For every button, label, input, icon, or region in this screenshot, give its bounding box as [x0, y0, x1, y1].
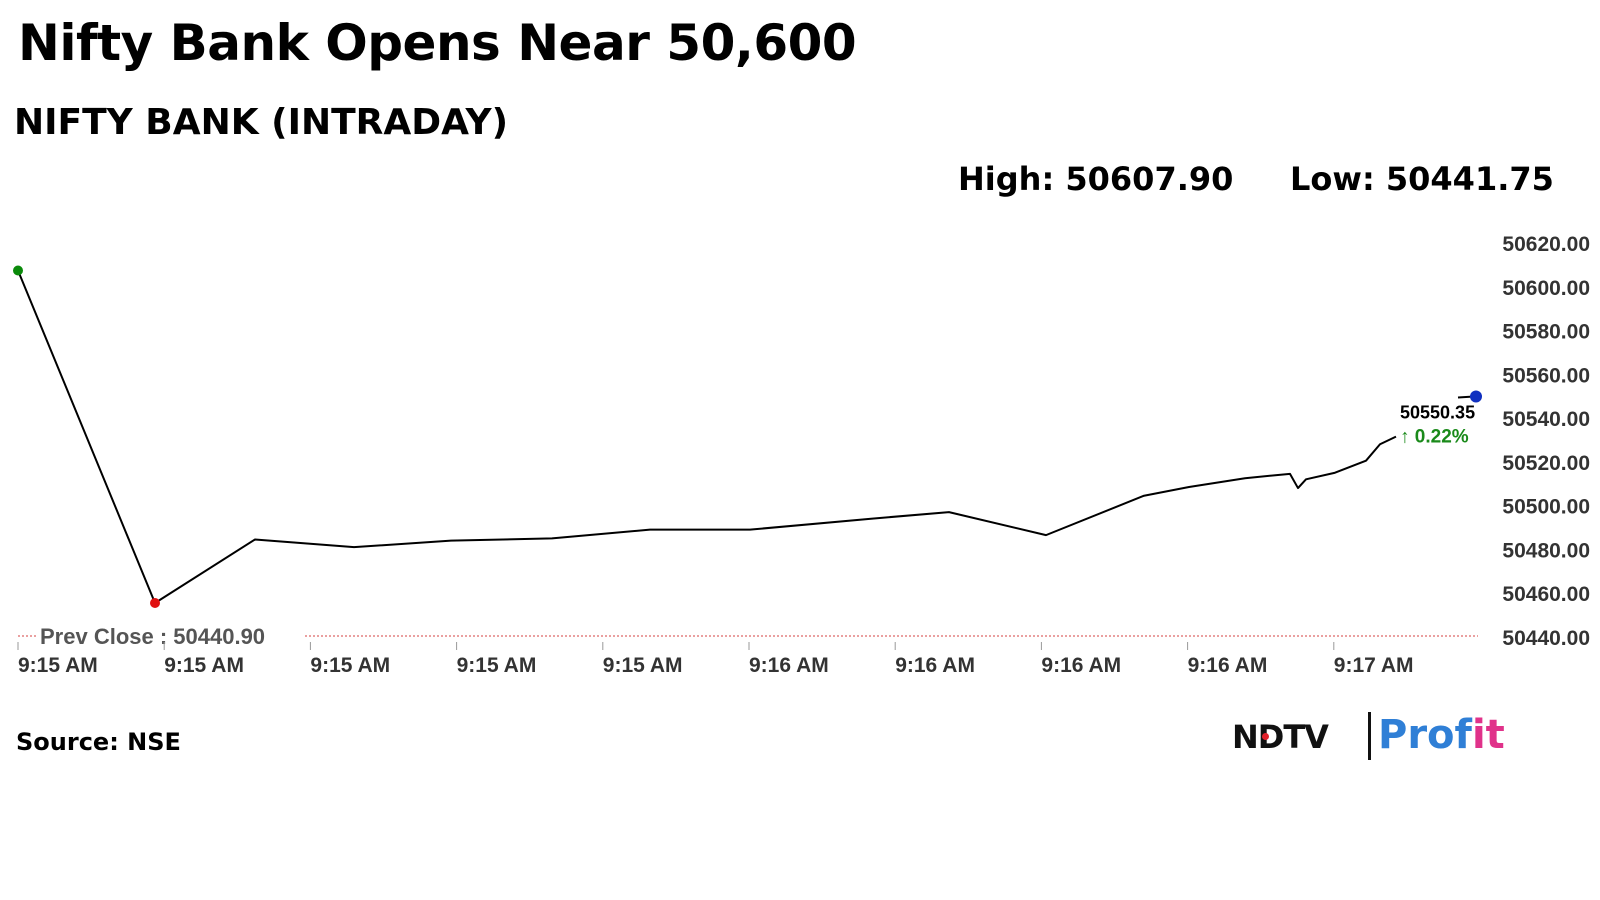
y-tick-label: 50440.00	[1502, 627, 1590, 650]
last-change-label: ↑ 0.22%	[1400, 426, 1469, 447]
intraday-line-chart: 50620.00 50600.00 50580.00 50560.00 50540.00…	[13, 233, 1590, 677]
x-tick-label: 9:15 AM	[457, 654, 537, 677]
source-note: Source: NSE	[16, 728, 181, 756]
y-tick-label: 50620.00	[1502, 233, 1590, 256]
x-tick-label: 9:15 AM	[18, 654, 98, 677]
low-marker	[150, 597, 160, 608]
logo-red-dot	[1262, 733, 1269, 740]
x-tick-label: 9:16 AM	[1041, 654, 1121, 677]
series-line	[17, 270, 1397, 604]
x-tick-label: 9:16 AM	[749, 654, 829, 677]
y-tick-label: 50540.00	[1502, 408, 1590, 431]
logo-divider	[1368, 712, 1371, 760]
x-tick-label: 9:16 AM	[895, 654, 975, 677]
ndtv-wordmark: NDTV	[1232, 718, 1329, 756]
y-tick-label: 50520.00	[1502, 452, 1590, 475]
profit-wordmark: Profit	[1378, 712, 1505, 758]
y-tick-label: 50600.00	[1502, 277, 1590, 300]
headline: Nifty Bank Opens Near 50,600	[18, 14, 857, 72]
x-tick-label: 9:16 AM	[1188, 654, 1268, 677]
last-value-label: 50550.35	[1400, 402, 1475, 422]
high-marker	[13, 265, 23, 276]
y-tick-label: 50480.00	[1502, 539, 1590, 562]
y-tick-label: 50500.00	[1502, 496, 1590, 519]
prev-close-label: Prev Close : 50440.90	[40, 624, 265, 649]
x-tick-label: 9:15 AM	[603, 654, 683, 677]
x-tick-label: 9:15 AM	[310, 654, 390, 677]
high-stat: High: 50607.90	[958, 160, 1234, 198]
chart-subtitle: NIFTY BANK (INTRADAY)	[14, 102, 509, 143]
last-value-marker	[1470, 390, 1482, 403]
y-tick-label: 50560.00	[1502, 364, 1590, 387]
y-tick-label: 50460.00	[1502, 583, 1590, 606]
x-tick-label: 9:17 AM	[1334, 654, 1414, 677]
y-tick-label: 50580.00	[1502, 321, 1590, 344]
low-stat: Low: 50441.75	[1290, 160, 1554, 198]
x-tick-label: 9:15 AM	[164, 654, 244, 677]
